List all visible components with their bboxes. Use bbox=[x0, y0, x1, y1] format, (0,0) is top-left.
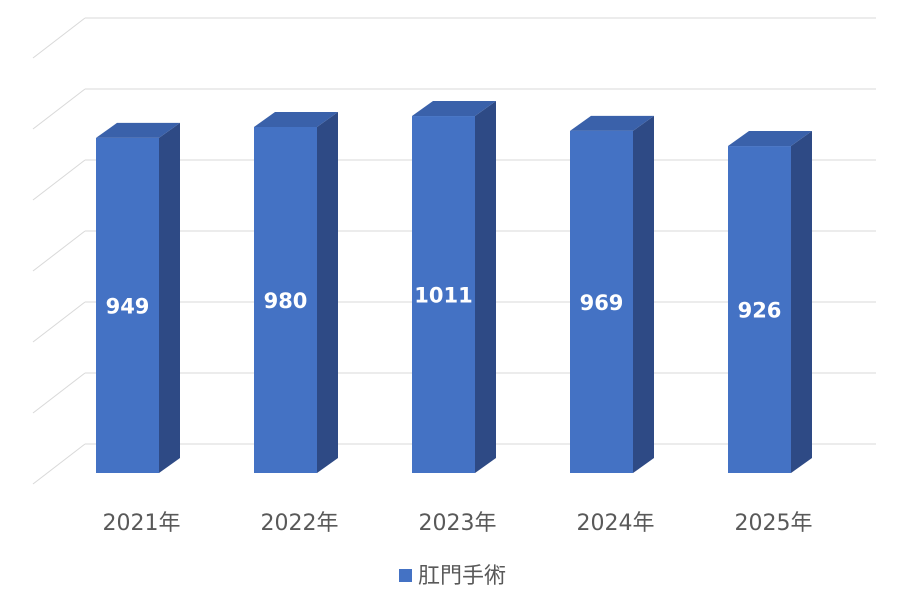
bar-side bbox=[159, 122, 180, 474]
bar bbox=[96, 122, 180, 474]
bar bbox=[728, 131, 812, 473]
bar-front bbox=[96, 137, 159, 473]
category-label: 2025年 bbox=[735, 511, 813, 536]
category-axis: 2021年 2022年 2023年 2024年 2025年 bbox=[103, 511, 813, 536]
bars bbox=[96, 101, 812, 474]
gridline-depth bbox=[32, 88, 86, 130]
bar-top bbox=[728, 131, 812, 147]
data-label: 1011 bbox=[414, 284, 472, 308]
gridline-depth bbox=[32, 159, 86, 201]
bar-front bbox=[254, 126, 317, 473]
category-label: 2024年 bbox=[577, 511, 655, 536]
bar-top bbox=[254, 111, 338, 127]
bar-front bbox=[412, 116, 475, 473]
data-label: 926 bbox=[738, 299, 782, 323]
legend-swatch bbox=[399, 569, 412, 582]
gridline-depth bbox=[32, 230, 86, 272]
gridline-depth bbox=[32, 372, 86, 414]
bar-side bbox=[791, 131, 812, 473]
data-label: 969 bbox=[580, 291, 624, 315]
bar-front bbox=[570, 130, 633, 473]
bar-top bbox=[96, 122, 180, 138]
bar-top bbox=[412, 101, 496, 117]
legend-label: 肛門手術 bbox=[418, 564, 506, 589]
data-label: 980 bbox=[264, 289, 308, 313]
bar bbox=[254, 111, 338, 473]
gridline-depth bbox=[32, 443, 86, 485]
bar-front bbox=[728, 146, 791, 473]
category-label: 2022年 bbox=[261, 511, 339, 536]
data-labels: 949 980 1011 969 926 bbox=[106, 284, 782, 323]
legend: 肛門手術 bbox=[399, 564, 506, 589]
bar-top bbox=[570, 115, 654, 131]
bar-side bbox=[633, 115, 654, 473]
gridline-depth bbox=[32, 301, 86, 343]
category-label: 2023年 bbox=[419, 511, 497, 536]
bar bbox=[412, 101, 496, 473]
bar bbox=[570, 115, 654, 473]
category-label: 2021年 bbox=[103, 511, 181, 536]
bar-side bbox=[317, 111, 338, 473]
data-label: 949 bbox=[106, 294, 150, 318]
bar-side bbox=[475, 101, 496, 473]
gridline-depth bbox=[32, 17, 86, 59]
